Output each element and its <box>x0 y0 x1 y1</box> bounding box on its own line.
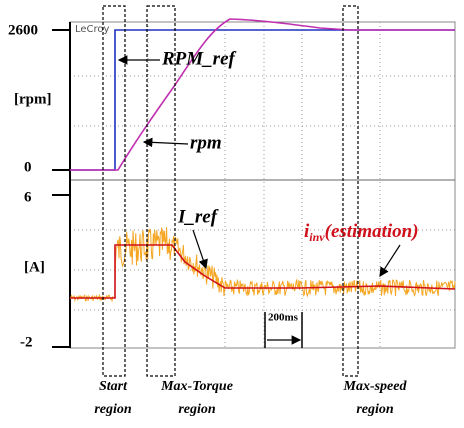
region-box <box>102 5 126 377</box>
annotation: iinv(estimation) <box>304 221 419 243</box>
annotation: RPM_ref <box>161 48 237 69</box>
y-tick-label: 2600 <box>8 22 38 38</box>
y-axis-unit: [rpm] <box>14 91 52 107</box>
annotation: rpm <box>190 132 222 153</box>
arrow <box>379 244 401 278</box>
annotation: I_ref <box>177 206 219 227</box>
current-reference-trace <box>70 244 456 299</box>
region-label: Max-speed <box>343 379 408 394</box>
region-box <box>342 5 359 377</box>
arrow <box>192 229 208 270</box>
annotation-symbol: i <box>304 221 310 242</box>
region-label: region <box>356 402 394 417</box>
grid <box>70 22 455 348</box>
scope-logo: LeCroy <box>75 24 110 35</box>
scope-screen <box>69 21 456 349</box>
y-tick-label: -2 <box>20 334 33 350</box>
annotation-subscript: inv <box>309 230 325 244</box>
annotation-text: (estimation) <box>325 221 419 242</box>
region-label: Start <box>99 379 128 394</box>
y-axis <box>52 22 71 348</box>
region-label: Max-Torque <box>160 379 233 394</box>
region-label: region <box>178 402 216 417</box>
y-axis-unit: [A] <box>24 259 45 275</box>
y-tick-label: 0 <box>24 159 32 175</box>
arrow <box>142 137 189 148</box>
region-label: region <box>94 402 132 417</box>
region-box <box>146 5 176 377</box>
current-trace <box>69 227 456 303</box>
y-tick-label: 6 <box>24 189 32 205</box>
scale-bar-label: 200ms <box>268 312 299 324</box>
rpm-trace <box>70 18 455 171</box>
